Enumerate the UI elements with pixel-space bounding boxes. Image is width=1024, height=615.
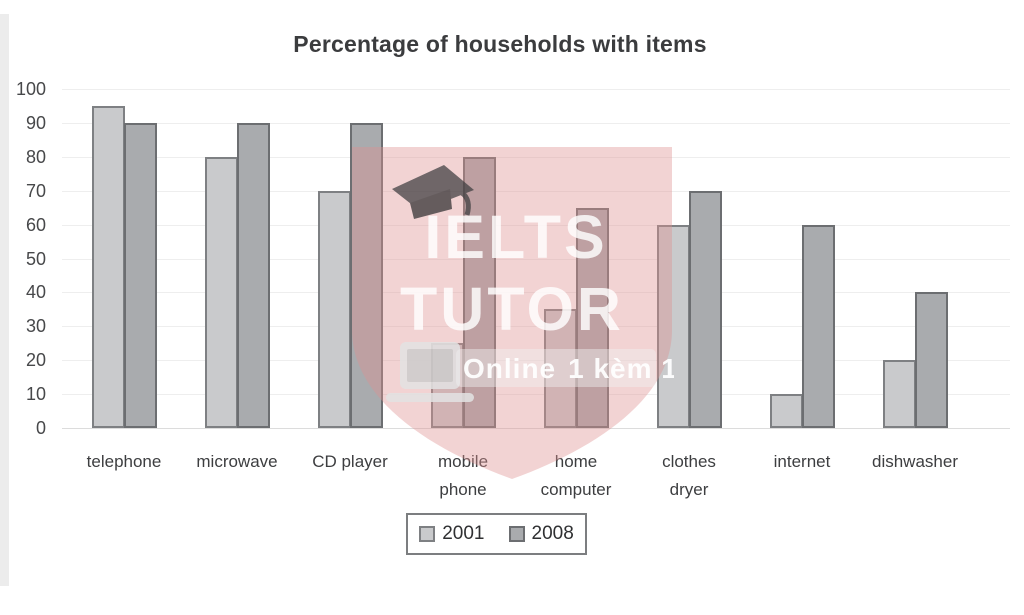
bar-2008-clothes-dryer (689, 191, 722, 428)
bar-2008-dishwasher (915, 292, 948, 428)
y-tick-label-10: 10 (25, 384, 46, 405)
bar-2008-mobile-phone (463, 157, 496, 428)
gridline-40 (62, 292, 1010, 294)
bar-2008-telephone (124, 123, 157, 428)
y-tick-label-70: 70 (25, 180, 46, 201)
y-tick-label-90: 90 (25, 112, 46, 133)
bar-2001-microwave (205, 157, 238, 428)
y-tick-label-50: 50 (25, 248, 46, 269)
x-tick-label-CD-player: CD player (312, 452, 388, 471)
y-tick-label-60: 60 (25, 214, 46, 235)
page-edge-strip (0, 14, 9, 586)
legend-item-2001: 2001 (419, 523, 485, 545)
x-tick-label-internet: internet (773, 452, 831, 471)
y-tick-label-30: 30 (25, 316, 46, 337)
bar-2001-CD-player (318, 191, 351, 428)
chart-legend: 2001 2008 (406, 513, 587, 555)
gridline-10 (62, 394, 1010, 396)
legend-swatch-2001 (419, 526, 436, 542)
bar-2008-internet (802, 225, 835, 428)
bar-2008-microwave (237, 123, 270, 428)
legend-label-2008: 2008 (531, 523, 574, 544)
legend-swatch-2008 (508, 526, 525, 542)
y-tick-label-80: 80 (25, 146, 46, 167)
gridline-60 (62, 224, 1010, 226)
x-axis-baseline (62, 428, 1010, 429)
x-tick-label-mobile-phone: mobile phone (437, 452, 489, 499)
bar-2001-mobile-phone (431, 343, 464, 428)
bar-2008-home-computer (576, 208, 609, 428)
x-tick-label-clothes-dryer: clothes dryer (662, 452, 716, 499)
x-tick-label-home-computer: home computer (540, 452, 612, 499)
x-tick-label-dishwasher: dishwasher (872, 452, 958, 471)
y-tick-label-100: 100 (15, 79, 46, 99)
y-tick-label-40: 40 (25, 282, 46, 303)
gridline-20 (62, 360, 1010, 362)
gridline-100 (62, 89, 1010, 90)
legend-item-2008: 2008 (508, 523, 574, 545)
gridline-80 (62, 156, 1010, 158)
gridline-90 (62, 122, 1010, 124)
bar-2008-CD-player (350, 123, 383, 428)
y-tick-label-20: 20 (25, 350, 46, 371)
bar-2001-dishwasher (883, 360, 916, 428)
legend-label-2001: 2001 (442, 523, 485, 544)
gridline-70 (62, 190, 1010, 192)
x-tick-label-telephone: telephone (86, 452, 162, 471)
chart-title: Percentage of households with items (293, 31, 707, 57)
bar-2001-clothes-dryer (657, 225, 690, 428)
gridline-50 (62, 258, 1010, 260)
bar-2001-telephone (92, 106, 125, 428)
y-tick-label-0: 0 (35, 418, 46, 438)
bar-2001-internet (770, 394, 803, 428)
bar-2001-home-computer (544, 309, 577, 428)
gridline-30 (62, 326, 1010, 328)
x-tick-label-microwave: microwave (196, 452, 278, 471)
